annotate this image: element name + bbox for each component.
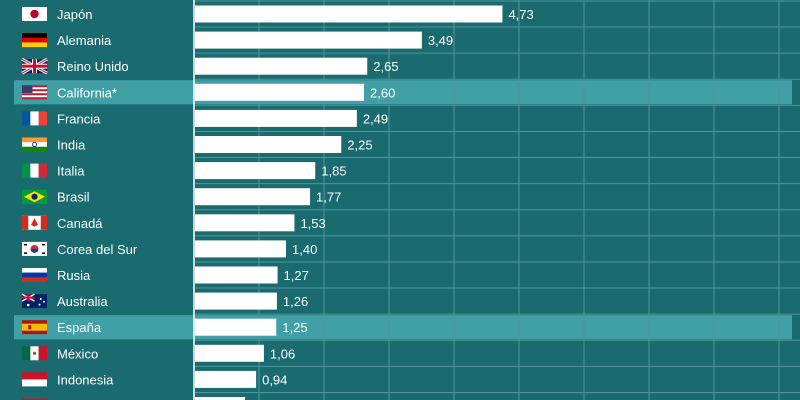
category-label: Corea del Sur [57,242,138,257]
value-label: 2,65 [373,59,398,74]
bar [195,136,342,153]
bar [195,370,257,388]
bar-rows: Japón 4,73 Alemania 3,49 Reino Unido 2,65 Cali… [21,5,534,400]
table-row: Alemania 3,49 [22,31,453,49]
bar [195,292,277,310]
bar [195,344,264,362]
italy-flag-icon [22,163,47,178]
usa-flag-icon [22,85,47,100]
bar [195,214,295,232]
spain-flag-icon [22,320,47,335]
category-label: California* [57,85,117,100]
bar [195,397,246,400]
grid [194,0,800,400]
value-label: 2,25 [347,138,372,153]
category-label: Rusia [57,268,91,283]
category-label: Australia [57,294,108,309]
value-label: 1,85 [321,164,346,179]
table-row: México 1,06 [22,344,295,362]
value-label: 1,53 [300,216,325,231]
table-row: California* 2,60 [22,83,395,101]
value-label: 1,77 [316,190,341,205]
table-row: Indonesia 0,94 [22,370,287,388]
table-row: Reino Unido 2,65 [21,57,399,75]
value-label: 1,40 [292,242,317,257]
table-row: Japón 4,73 [22,5,534,23]
category-label: India [57,138,86,153]
category-label: Alemania [57,33,112,48]
bar [195,266,278,284]
bar [195,188,311,206]
value-label: 1,06 [270,346,295,361]
category-label: México [57,346,98,361]
category-label: Italia [57,164,85,179]
australia-flag-icon [21,293,47,309]
russia-flag-icon [22,268,47,282]
bar [195,240,286,258]
value-label: 1,26 [283,294,308,309]
value-label: 2,60 [370,85,395,100]
bar [195,162,316,180]
value-label: 1,27 [284,268,309,283]
uk-flag-icon [21,57,48,75]
table-row: Francia 2,49 [22,109,388,127]
value-label: 2,49 [363,111,388,126]
table-row: Australia 1,26 [21,292,308,310]
india-flag-icon [22,137,47,152]
bar [195,83,364,101]
category-label: España [57,320,102,335]
brazil-flag-icon [22,189,47,204]
indonesia-flag-icon [22,372,47,387]
value-label: 0,94 [262,372,287,387]
table-row: Brasil 1,77 [22,188,341,206]
bar [195,109,357,127]
south-korea-flag-icon [22,241,47,256]
table-row: 0,77 [22,397,276,400]
table-row: India 2,25 [22,136,373,153]
mexico-flag-icon [22,346,47,361]
partial-flag-icon [22,398,47,400]
japan-flag-icon [22,7,47,21]
highlight-row [14,315,792,340]
highlight-row [14,80,792,105]
bar [195,5,503,23]
category-label: Indonesia [57,372,114,387]
category-label: Canadá [57,216,103,231]
value-label: 1,25 [282,320,307,335]
canada-flag-icon [22,215,47,230]
france-flag-icon [22,111,47,126]
category-label: Francia [57,111,101,126]
category-label: Japón [57,7,92,22]
germany-flag-icon [22,33,47,48]
bar [195,318,277,336]
table-row: Italia 1,85 [22,162,347,180]
table-row: Rusia 1,27 [22,266,309,284]
category-label: Brasil [57,190,90,205]
bar [195,57,368,75]
value-label: 0,77 [251,399,276,400]
category-label: Reino Unido [57,59,129,74]
value-label: 3,49 [428,33,453,48]
table-row: Corea del Sur 1,40 [22,240,317,258]
table-row: España 1,25 [22,318,308,336]
value-label: 4,73 [508,7,533,22]
table-row: Canadá 1,53 [22,214,326,232]
bar [195,31,422,49]
